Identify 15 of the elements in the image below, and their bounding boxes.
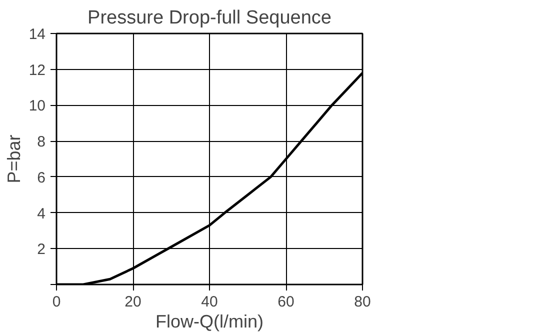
y-axis-title: P=bar [4,134,24,184]
y-tick-label: 12 [28,62,46,79]
y-tick-label: 4 [37,205,46,222]
y-tick-label: 14 [28,26,46,43]
y-tick-label: 2 [37,241,46,258]
x-tick-label: 60 [278,294,294,310]
x-tick-label: 0 [52,294,61,310]
y-tick-label: 10 [28,98,46,115]
x-tick-label: 80 [354,294,371,310]
x-axis-title: Flow-Q(l/min) [156,312,264,332]
y-tick-label: 6 [37,169,46,186]
chart-title: Pressure Drop-full Sequence [88,8,332,28]
x-tick-label: 20 [124,294,142,310]
y-tick-label: 8 [37,134,46,151]
x-tick-label: 40 [201,294,218,310]
